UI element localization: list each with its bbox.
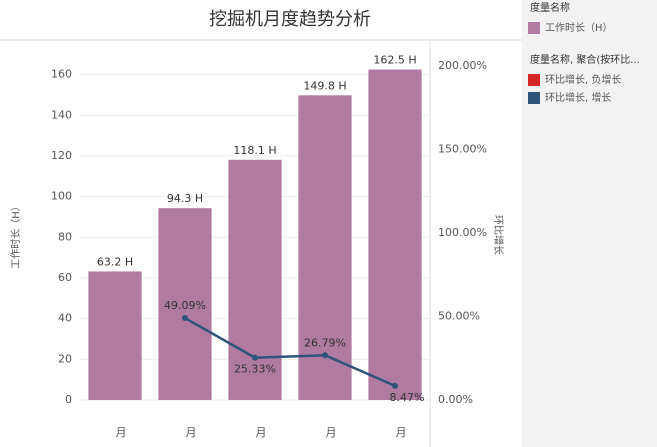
legend-label: 工作时长（H） [545,22,613,34]
growth-point [322,352,328,359]
growth-point [392,382,398,389]
legend-title: 度量名称 [530,1,570,14]
y-tick-label: 60 [58,271,72,284]
y-tick-label: 120 [51,149,72,162]
y-tick-label: 40 [58,312,72,325]
y2-tick-label: 150.00% [438,143,487,156]
chart-title: 挖掘机月度趋势分析 [209,9,371,30]
y2-tick-label: 0.00% [438,393,473,406]
y-tick-label: 100 [51,190,72,203]
legend-title: 度量名称, 聚合(按环比... [530,53,640,66]
bar-label: 118.1 H [233,144,276,157]
growth-point [252,354,258,361]
y2-axis-label: 环比增长 [492,215,505,255]
growth-label: 26.79% [304,336,346,349]
bar [88,271,142,400]
x-tick-label: 月 [326,426,337,439]
y-axis-label: 工作时长（H） [10,201,22,269]
legend-panel [522,0,657,447]
y2-tick-label: 200.00% [438,59,487,72]
growth-point [182,315,188,322]
bar [158,208,212,400]
growth-label: 25.33% [234,363,276,376]
y-tick-label: 140 [51,108,72,121]
legend-swatch [528,92,540,104]
legend-label: 环比增长, 负增长 [545,73,621,86]
y2-tick-label: 100.00% [438,226,487,239]
bar [368,69,422,401]
y-tick-label: 20 [58,352,72,365]
legend-swatch [528,22,540,34]
legend-swatch [528,74,540,86]
y-tick-label: 80 [58,230,72,243]
bar-label: 94.3 H [167,192,203,205]
growth-line [184,316,396,388]
x-tick-label: 月 [256,426,267,439]
bar-label: 63.2 H [97,255,133,268]
y-tick-label: 160 [51,68,72,81]
legend-label: 环比增长, 增长 [545,91,611,104]
bar [298,95,352,401]
growth-label: 8.47% [390,391,425,404]
x-tick-label: 月 [396,426,407,439]
x-tick-label: 月 [116,426,127,439]
growth-label: 49.09% [164,299,206,312]
x-tick-label: 月 [186,426,197,439]
y-tick-label: 0 [65,393,72,406]
y2-tick-label: 50.00% [438,310,480,323]
bar-label: 162.5 H [373,53,416,66]
bar-label: 149.8 H [303,79,346,92]
